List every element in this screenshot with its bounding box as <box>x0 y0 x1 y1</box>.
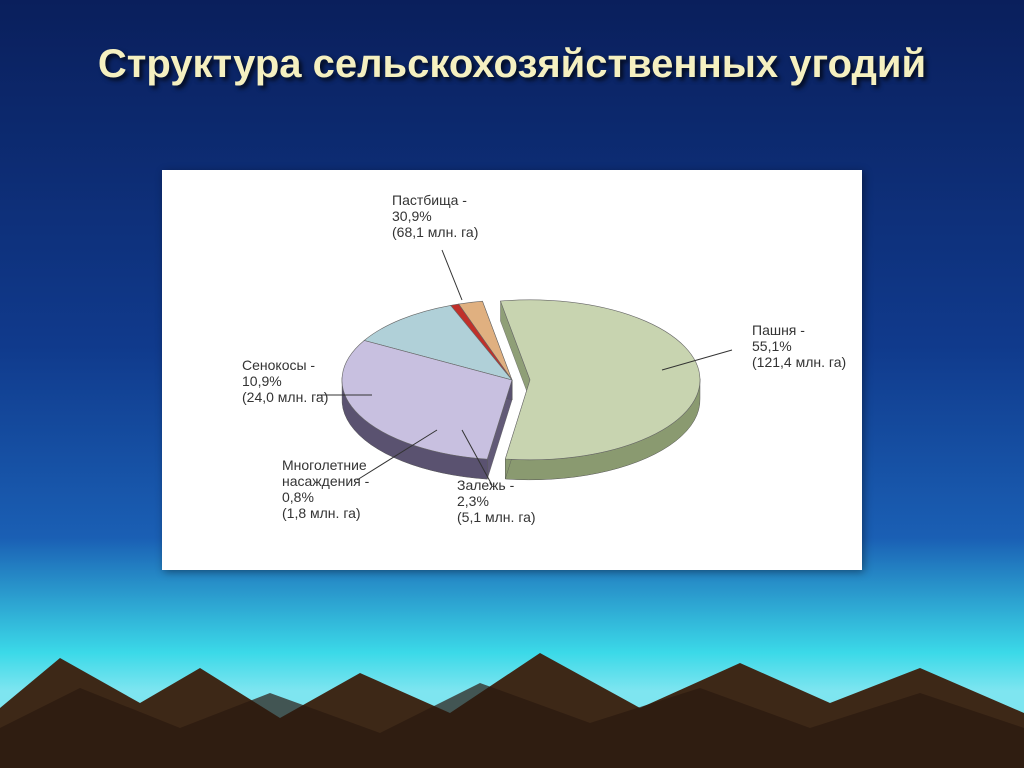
pie-chart: Пашня -55,1%(121,4 млн. га) Пастбища -30,… <box>162 170 862 570</box>
svg-text:Залежь -: Залежь - <box>457 477 515 493</box>
svg-text:Многолетние: Многолетние <box>282 457 367 473</box>
mountain-graphic <box>0 618 1024 768</box>
svg-text:Сенокосы -: Сенокосы - <box>242 357 315 373</box>
svg-text:(5,1 млн. га): (5,1 млн. га) <box>457 509 536 525</box>
svg-text:(68,1 млн. га): (68,1 млн. га) <box>392 224 478 240</box>
svg-text:Пашня -: Пашня - <box>752 322 805 338</box>
svg-text:2,3%: 2,3% <box>457 493 489 509</box>
svg-text:Пастбища -: Пастбища - <box>392 192 467 208</box>
slide-title: Структура сельскохозяйственных угодий <box>0 40 1024 88</box>
svg-text:55,1%: 55,1% <box>752 338 792 354</box>
pie-chart-panel: Пашня -55,1%(121,4 млн. га) Пастбища -30,… <box>162 170 862 570</box>
svg-text:30,9%: 30,9% <box>392 208 432 224</box>
svg-text:(1,8 млн. га): (1,8 млн. га) <box>282 505 361 521</box>
svg-text:10,9%: 10,9% <box>242 373 282 389</box>
svg-text:насаждения -: насаждения - <box>282 473 370 489</box>
svg-text:(121,4 млн. га): (121,4 млн. га) <box>752 354 846 370</box>
svg-text:0,8%: 0,8% <box>282 489 314 505</box>
svg-text:(24,0 млн. га): (24,0 млн. га) <box>242 389 328 405</box>
